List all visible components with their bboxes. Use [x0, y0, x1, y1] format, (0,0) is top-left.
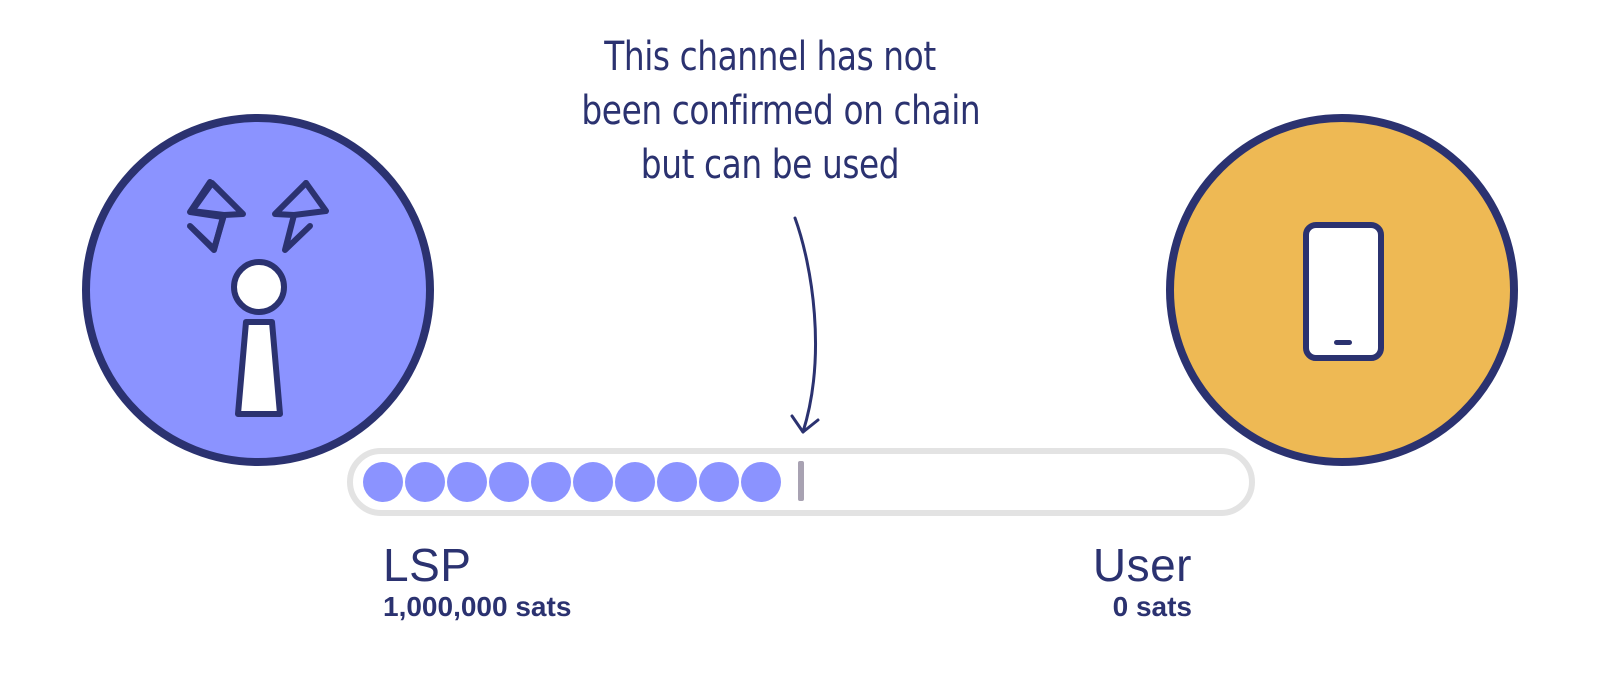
balance-unit: [531, 462, 571, 502]
balance-unit: [447, 462, 487, 502]
callout-line: This channel has not: [604, 34, 936, 80]
lsp-node: [82, 114, 434, 466]
channel-bar: [347, 448, 1255, 516]
balance-unit: [573, 462, 613, 502]
balance-unit: [363, 462, 403, 502]
lsp-balance-units: [363, 462, 781, 502]
callout-text: This channel has not been confirmed on c…: [581, 30, 981, 192]
balance-unit: [489, 462, 529, 502]
callout-line: but can be used: [640, 142, 900, 188]
channel-balance-divider: [798, 461, 804, 501]
user-balance: 0 sats: [1112, 591, 1192, 622]
balance-unit: [657, 462, 697, 502]
user-node: [1166, 114, 1518, 466]
callout-line: been confirmed on chain: [581, 88, 981, 134]
balance-unit: [699, 462, 739, 502]
user-name: User: [1092, 539, 1192, 591]
lsp-name: LSP: [383, 539, 472, 591]
balance-unit: [405, 462, 445, 502]
phone-icon: [1303, 222, 1384, 361]
user-label: User 0 sats: [1000, 540, 1192, 624]
balance-unit: [615, 462, 655, 502]
callout-arrow: [790, 216, 820, 434]
lsp-tower-icon: [187, 179, 329, 417]
lsp-label: LSP 1,000,000 sats: [383, 540, 571, 624]
lsp-balance: 1,000,000 sats: [383, 591, 572, 622]
balance-unit: [741, 462, 781, 502]
